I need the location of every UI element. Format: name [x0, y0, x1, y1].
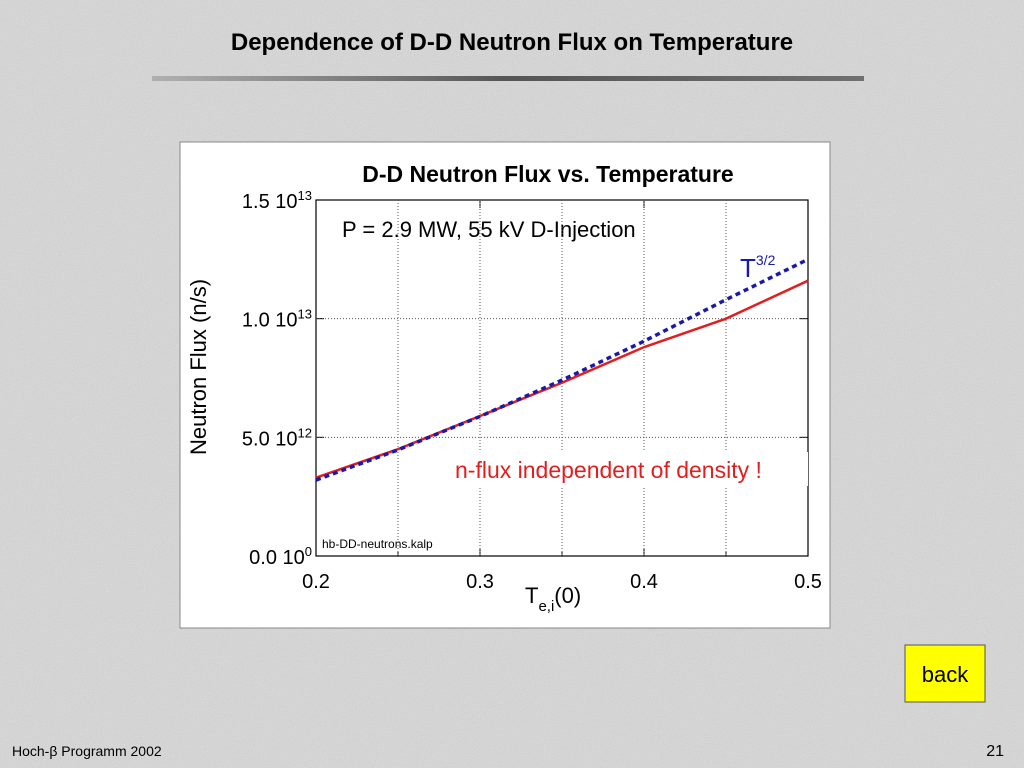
- series-label: T3/2: [740, 252, 776, 283]
- title-rule: [152, 76, 864, 81]
- x-tick-label: 0.2: [302, 571, 330, 593]
- back-label[interactable]: back: [922, 662, 969, 687]
- series-name-sup: 3/2: [756, 252, 776, 268]
- y-tick-label: 1.5 1013: [242, 188, 312, 213]
- y-tick-base: 1.5 10: [242, 191, 298, 213]
- y-tick-label: 1.0 1013: [242, 307, 312, 332]
- back-button[interactable]: [904, 644, 986, 703]
- x-label-sub: e,i: [538, 598, 554, 615]
- annotation: hb-DD-neutrons.kalp: [322, 537, 433, 551]
- x-label-main: T: [525, 583, 538, 608]
- y-tick-exp: 13: [298, 307, 312, 322]
- x-tick-label: 0.4: [630, 571, 658, 593]
- y-tick-base: 1.0 10: [242, 310, 298, 332]
- chart-frame: [179, 141, 831, 629]
- y-tick-exp: 13: [298, 188, 312, 203]
- series-name: T: [740, 253, 756, 283]
- x-axis-label: Te,i(0): [525, 583, 581, 615]
- y-tick-label: 5.0 1012: [242, 425, 312, 450]
- x-tick-label: 0.3: [466, 571, 494, 593]
- y-tick-exp: 0: [305, 544, 312, 559]
- y-axis-label: Neutron Flux (n/s): [186, 279, 211, 455]
- series-line: [315, 257, 809, 482]
- slide-title: Dependence of D-D Neutron Flux on Temper…: [231, 29, 793, 56]
- footer: Hoch-β Programm 2002: [12, 743, 162, 759]
- series-line: [315, 279, 809, 479]
- x-tick-label: 0.5: [794, 571, 822, 593]
- annotation: n-flux independent of density !: [455, 457, 762, 483]
- chart-subtitle: P = 2.9 MW, 55 kV D-Injection: [342, 217, 636, 242]
- annotation-bg: [450, 452, 808, 486]
- x-label-tail: (0): [554, 583, 581, 608]
- y-tick-exp: 12: [298, 425, 312, 440]
- y-tick-label: 0.0 100: [249, 544, 312, 569]
- page-number: 21: [986, 743, 1004, 760]
- chart-title: D-D Neutron Flux vs. Temperature: [362, 161, 733, 187]
- y-tick-base: 5.0 10: [242, 428, 298, 450]
- y-tick-base: 0.0 10: [249, 547, 305, 569]
